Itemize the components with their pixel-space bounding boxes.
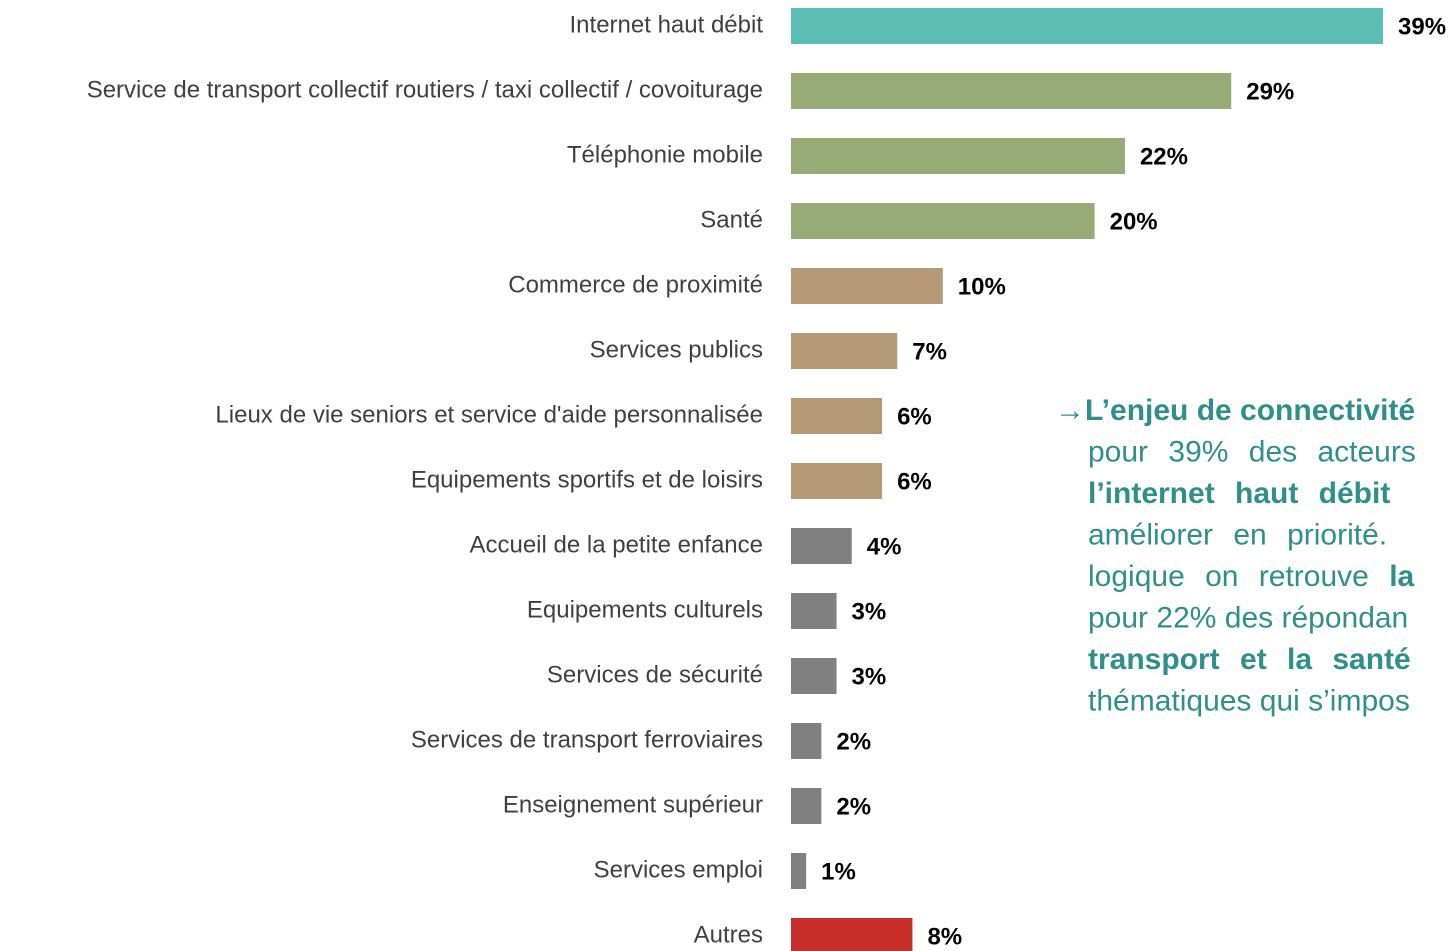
value-label: 2% — [836, 728, 871, 755]
annotation-line: améliorer en priorité. — [1088, 518, 1387, 551]
annotation-line: pour 39% des acteurs — [1088, 435, 1416, 468]
bar — [791, 723, 822, 759]
value-label: 10% — [958, 273, 1006, 300]
annotation-line: transport et la santé — [1088, 643, 1411, 676]
category-label: Internet haut débit — [570, 11, 764, 38]
bar — [791, 398, 883, 434]
annotation-line: pour 22% des répondan — [1088, 601, 1408, 634]
annotation-text: pour 39% des acteurs — [1088, 435, 1416, 468]
bar — [791, 788, 822, 824]
category-label: Lieux de vie seniors et service d'aide p… — [215, 401, 763, 428]
category-label: Santé — [700, 206, 763, 233]
annotation-text: améliorer en priorité. — [1088, 518, 1387, 551]
value-label: 8% — [927, 923, 962, 950]
category-label: Equipements sportifs et de loisirs — [411, 466, 763, 493]
value-label: 29% — [1246, 78, 1294, 105]
value-label: 7% — [912, 338, 947, 365]
annotation-line: l’internet haut débit — [1088, 477, 1390, 510]
value-label: 6% — [897, 403, 932, 430]
bar — [791, 8, 1384, 44]
annotation-line: logique on retrouve la — [1088, 560, 1415, 593]
annotation-line: →L’enjeu de connectivité — [1055, 394, 1415, 427]
category-label: Services emploi — [594, 856, 763, 883]
bar — [791, 138, 1125, 174]
annotation-text: L’enjeu de connectivité — [1085, 394, 1415, 427]
value-label: 3% — [852, 598, 887, 625]
category-label: Equipements culturels — [527, 596, 763, 623]
annotation-text: transport et la santé — [1088, 643, 1411, 676]
category-label: Services de sécurité — [547, 661, 763, 688]
category-label: Accueil de la petite enfance — [469, 531, 763, 558]
category-label: Autres — [694, 921, 763, 948]
category-label: Services publics — [590, 336, 763, 363]
annotation-line: thématiques qui s’impos — [1088, 684, 1410, 717]
bar — [791, 918, 913, 951]
bar — [791, 593, 837, 629]
bar — [791, 658, 837, 694]
bar — [791, 528, 852, 564]
category-label: Services de transport ferroviaires — [411, 726, 763, 753]
value-label: 1% — [821, 858, 856, 885]
category-label: Service de transport collectif routiers … — [87, 76, 763, 103]
value-label: 20% — [1110, 208, 1158, 235]
bar — [791, 463, 883, 499]
value-label: 3% — [852, 663, 887, 690]
category-label: Enseignement supérieur — [503, 791, 763, 818]
value-label: 2% — [836, 793, 871, 820]
bar — [791, 268, 943, 304]
bar — [791, 333, 898, 369]
bar — [791, 203, 1095, 239]
bar — [791, 73, 1232, 109]
category-label: Commerce de proximité — [508, 271, 763, 298]
annotation-text: thématiques qui s’impos — [1088, 684, 1410, 717]
annotation-text: l’internet haut débit — [1088, 477, 1390, 510]
annotation-text: logique on retrouve — [1088, 560, 1389, 593]
annotation-text: pour 22% des répondan — [1088, 601, 1408, 634]
value-label: 39% — [1398, 13, 1446, 40]
annotation-text: la — [1389, 560, 1414, 593]
value-label: 4% — [867, 533, 902, 560]
annotation-text: → — [1055, 394, 1085, 427]
bar — [791, 853, 807, 889]
category-label: Téléphonie mobile — [567, 141, 763, 168]
value-label: 22% — [1140, 143, 1188, 170]
value-label: 6% — [897, 468, 932, 495]
